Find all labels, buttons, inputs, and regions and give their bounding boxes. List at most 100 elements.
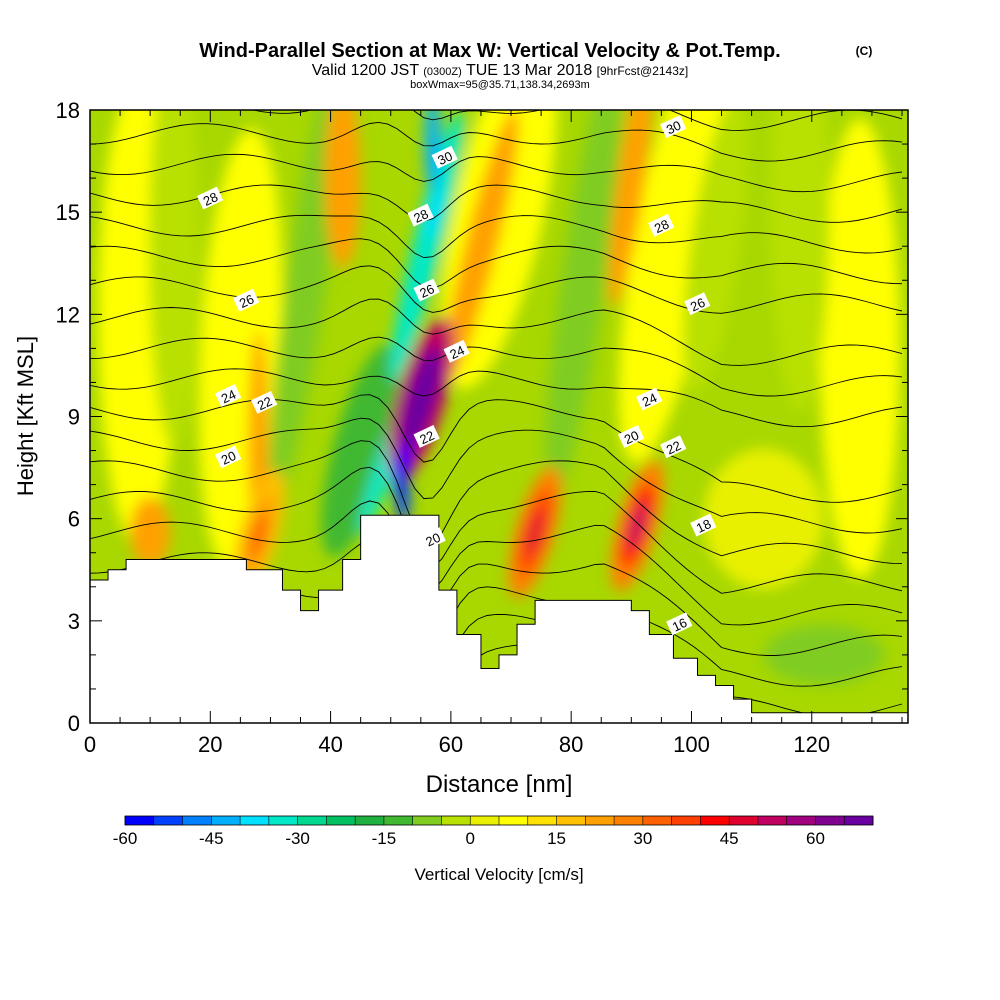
isentrope-line bbox=[90, 368, 903, 428]
isentrope-label-text: 24 bbox=[447, 342, 466, 362]
isentrope-line bbox=[90, 440, 903, 565]
field-bands bbox=[98, 110, 900, 685]
colorbar-swatch bbox=[499, 816, 529, 825]
isentrope-label-text: 22 bbox=[255, 393, 274, 413]
colorbar-swatch bbox=[326, 816, 356, 825]
isentrope-label-text: 18 bbox=[694, 516, 713, 536]
isentrope-line bbox=[90, 184, 903, 223]
y-tick-label: 9 bbox=[68, 405, 80, 430]
isentrope-label-bg bbox=[214, 384, 242, 408]
isentrope-label: 26 bbox=[684, 292, 711, 316]
y-tick-label: 18 bbox=[56, 98, 80, 123]
isentrope-label-bg bbox=[214, 445, 242, 469]
field-blob bbox=[390, 110, 464, 383]
y-tick-label: 0 bbox=[68, 711, 80, 736]
colorbar-swatch bbox=[383, 816, 414, 825]
colorbar-swatch bbox=[786, 816, 816, 825]
y-axis: 0 3 6 9 12 15 18 bbox=[56, 98, 908, 736]
isentrope-label: 18 bbox=[690, 513, 717, 537]
x-tick-label: 0 bbox=[84, 732, 96, 757]
isentrope-label-bg bbox=[431, 145, 458, 169]
x-axis: 0 20 40 60 80 100 120 bbox=[84, 110, 903, 757]
isentrope-label-bg bbox=[196, 186, 224, 210]
isentrope-label-text: 20 bbox=[622, 428, 641, 448]
colorbar-swatch bbox=[757, 816, 788, 825]
y-axis-label: Height [Kft MSL] bbox=[13, 336, 38, 496]
isentrope-label-text: 24 bbox=[219, 387, 238, 407]
isentrope-label: 28 bbox=[648, 213, 675, 237]
colorbar-tick-label: -15 bbox=[372, 829, 397, 848]
isentrope-label: 24 bbox=[443, 339, 470, 363]
x-tick-label: 60 bbox=[439, 732, 463, 757]
isentrope-label: 16 bbox=[666, 612, 693, 636]
colorbar-swatch bbox=[844, 816, 874, 825]
isentrope-label-text: 30 bbox=[664, 118, 683, 138]
isentrope-line bbox=[90, 500, 903, 626]
field-blob bbox=[149, 110, 200, 447]
colorbar-swatch bbox=[642, 816, 673, 825]
colorbar-tick-label: 0 bbox=[465, 829, 474, 848]
colorbar-swatch bbox=[412, 816, 442, 825]
colorbar-swatch bbox=[614, 816, 644, 825]
x-tick-label: 20 bbox=[198, 732, 222, 757]
y-tick-label: 12 bbox=[56, 302, 80, 327]
field-blob bbox=[618, 110, 729, 463]
colorbar-swatch bbox=[182, 816, 212, 825]
terrain-mask bbox=[90, 514, 908, 723]
isentrope-label-text: 24 bbox=[640, 390, 659, 410]
isentrope-label: 28 bbox=[196, 186, 224, 210]
field-blob bbox=[628, 502, 647, 549]
isentrope-label: 28 bbox=[407, 203, 434, 227]
valid-utc: (0300Z) bbox=[423, 66, 462, 78]
field-blob bbox=[683, 110, 748, 395]
colorbar-swatch bbox=[556, 816, 586, 825]
colorbar-tick-label: 15 bbox=[547, 829, 566, 848]
field-blob bbox=[544, 110, 622, 509]
field-blob bbox=[423, 184, 443, 240]
isentrope-labels: 30 30 28 28 28 26 26 26 24 24 24 22 22 22 20 20 20 18 16 bbox=[196, 115, 717, 636]
field-blob bbox=[769, 110, 830, 413]
valid-fcst: [9hrFcst@2143z] bbox=[597, 64, 689, 78]
isentrope-label-text: 16 bbox=[670, 615, 689, 635]
colorbar-swatch bbox=[470, 816, 500, 825]
field-blob bbox=[130, 497, 171, 568]
valid-date: TUE 13 Mar 2018 bbox=[466, 62, 592, 79]
field-blob bbox=[608, 110, 655, 307]
colorbar: -60 -45 -30 -15 0 15 30 45 60 bbox=[113, 815, 874, 848]
isentrope-line bbox=[90, 336, 903, 397]
isentrope-label: 22 bbox=[660, 435, 687, 459]
isentrope-line bbox=[90, 265, 903, 314]
isentrope-label-text: 26 bbox=[237, 291, 256, 311]
isentrope-label: 20 bbox=[214, 445, 242, 469]
isentrope-label: 30 bbox=[660, 115, 687, 139]
field-blob bbox=[321, 344, 400, 558]
isentrope-label-text: 30 bbox=[435, 148, 454, 168]
x-tick-label: 100 bbox=[673, 732, 710, 757]
isentrope-label-text: 28 bbox=[201, 189, 220, 209]
colorbar-swatch bbox=[125, 816, 155, 825]
isentrope-label-bg bbox=[636, 387, 663, 411]
isentrope-label-bg bbox=[684, 292, 711, 316]
colorbar-swatch bbox=[815, 816, 845, 825]
isentrope-label: 26 bbox=[233, 288, 260, 312]
isentrope-label-text: 22 bbox=[417, 428, 436, 448]
isentrope-label-bg bbox=[413, 278, 440, 302]
isentrope-line bbox=[90, 298, 903, 366]
colorbar-tick-label: -30 bbox=[285, 829, 310, 848]
colorbar-swatch bbox=[585, 816, 615, 825]
velocity-field bbox=[98, 110, 900, 685]
field-blob bbox=[324, 110, 361, 269]
y-tick-label: 3 bbox=[68, 609, 80, 634]
isentrope-line bbox=[90, 214, 903, 259]
valid-main: Valid 1200 JST bbox=[312, 62, 420, 79]
isentrope-label-bg bbox=[666, 612, 693, 636]
isentrope-line bbox=[90, 466, 903, 594]
isentrope-label-text: 28 bbox=[652, 216, 671, 236]
isentrope-line bbox=[90, 417, 903, 534]
isentrope-label-bg bbox=[419, 527, 446, 551]
isentrope-label: 20 bbox=[419, 527, 446, 551]
colorbar-tick-label: -45 bbox=[199, 829, 224, 848]
colorbar-swatch bbox=[211, 816, 241, 825]
colorbar-swatch bbox=[441, 816, 471, 825]
